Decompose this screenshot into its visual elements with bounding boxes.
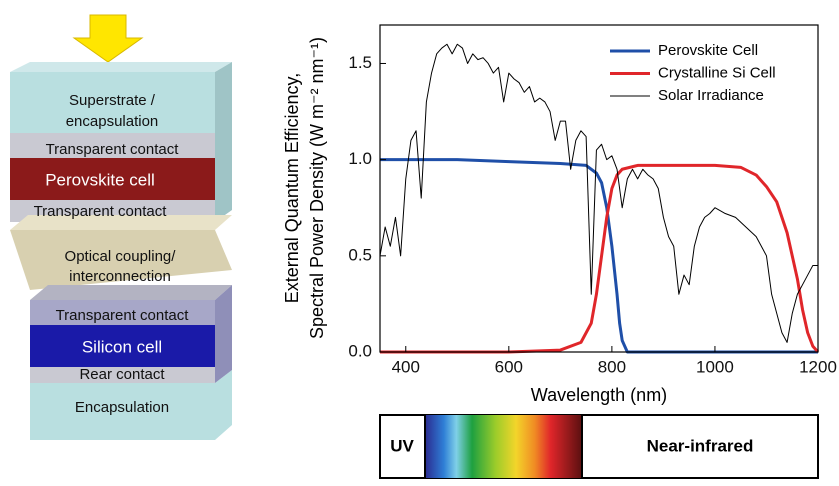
layer bbox=[10, 72, 215, 133]
layer bbox=[30, 367, 215, 383]
legend-label: Perovskite Cell bbox=[658, 42, 758, 59]
x-tick-label: 1200 bbox=[799, 357, 837, 376]
layer-top bbox=[10, 62, 232, 72]
x-tick-label: 800 bbox=[598, 357, 626, 376]
plot: 400 600 800 1000 1200 0.0 0.5 1.0 1.5 Perovskite … bbox=[348, 24, 837, 376]
layer-label: encapsulation bbox=[66, 113, 159, 130]
layer-side bbox=[215, 285, 232, 383]
layer-label: Silicon cell bbox=[82, 337, 162, 356]
layer-label: Superstrate / bbox=[69, 92, 156, 109]
layer-top bbox=[30, 285, 232, 300]
visible-gradient bbox=[425, 415, 582, 478]
layer bbox=[10, 230, 232, 290]
plot-frame bbox=[379, 24, 819, 353]
layer bbox=[10, 133, 215, 158]
y-tick-label: 0.0 bbox=[348, 341, 372, 360]
y-tick-label: 1.5 bbox=[348, 53, 372, 72]
layer-label: Rear contact bbox=[79, 366, 165, 383]
x-axis-label: Wavelength (nm) bbox=[531, 385, 667, 405]
layer-label: Optical coupling/ bbox=[65, 248, 177, 265]
spectrum-bar: UV Near-infrared bbox=[379, 414, 819, 479]
layer-top bbox=[10, 215, 232, 230]
series-line bbox=[380, 163, 820, 354]
layer-diagram: Superstrate / encapsulation Transparent … bbox=[10, 14, 232, 440]
y-tick-label: 1.0 bbox=[348, 149, 372, 168]
layer-label: Transparent contact bbox=[34, 203, 168, 220]
layer-label: interconnection bbox=[69, 268, 171, 285]
series-line bbox=[379, 43, 818, 343]
layer bbox=[30, 370, 232, 440]
legend-label: Crystalline Si Cell bbox=[658, 64, 776, 81]
x-tick-label: 600 bbox=[495, 357, 523, 376]
layer bbox=[30, 300, 215, 325]
x-tick-label: 1000 bbox=[696, 357, 734, 376]
layer bbox=[10, 158, 215, 200]
y-tick-label: 0.5 bbox=[348, 245, 372, 264]
layer bbox=[30, 325, 215, 367]
uv-label: UV bbox=[390, 436, 414, 455]
nir-label: Near-infrared bbox=[647, 436, 754, 455]
legend-label: Solar Irradiance bbox=[658, 87, 764, 104]
series-line bbox=[380, 158, 818, 354]
layer-label: Transparent contact bbox=[46, 141, 180, 158]
layer-label: Perovskite cell bbox=[45, 170, 155, 189]
x-tick-label: 400 bbox=[392, 357, 420, 376]
arrow bbox=[72, 14, 144, 63]
layer-side bbox=[215, 62, 232, 222]
y-axis-label: Spectral Power Density (W m⁻² nm⁻¹) bbox=[307, 37, 327, 339]
y-axis-label: External Quantum Efficiency, bbox=[282, 73, 302, 303]
layer-label: Encapsulation bbox=[75, 399, 169, 416]
layer-label: Transparent contact bbox=[56, 307, 190, 324]
